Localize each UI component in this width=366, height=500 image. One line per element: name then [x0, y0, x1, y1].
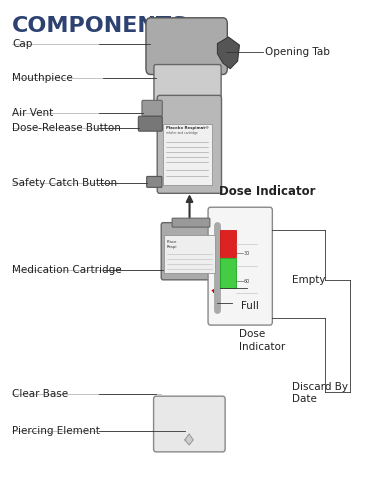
Text: Air Vent: Air Vent [12, 108, 53, 118]
Text: Clear Base: Clear Base [12, 389, 68, 399]
Bar [220, 258, 236, 288]
Text: Dose-Release Button: Dose-Release Button [12, 123, 121, 133]
Text: Piercing Element: Piercing Element [12, 426, 100, 436]
FancyBboxPatch shape [161, 222, 221, 280]
FancyBboxPatch shape [138, 116, 162, 131]
Text: Empty: Empty [292, 275, 325, 285]
Text: Mouthpiece: Mouthpiece [12, 74, 73, 84]
FancyBboxPatch shape [154, 396, 225, 452]
FancyBboxPatch shape [146, 18, 227, 74]
Text: COMPONENTS: COMPONENTS [12, 16, 188, 36]
Polygon shape [217, 37, 239, 68]
Text: Place
Respi: Place Respi [167, 240, 177, 248]
FancyBboxPatch shape [147, 176, 162, 188]
Text: Placebo Respimat®: Placebo Respimat® [166, 126, 209, 130]
FancyBboxPatch shape [157, 96, 221, 194]
FancyBboxPatch shape [142, 100, 162, 116]
Bar [220, 230, 236, 258]
Text: Opening Tab: Opening Tab [265, 47, 330, 57]
Text: Dose
Indicator: Dose Indicator [239, 330, 285, 351]
FancyBboxPatch shape [172, 218, 210, 227]
FancyBboxPatch shape [154, 64, 221, 104]
Text: Dose Indicator: Dose Indicator [219, 185, 316, 198]
Text: Medication Cartridge: Medication Cartridge [12, 265, 122, 275]
FancyBboxPatch shape [163, 124, 212, 186]
Text: Full: Full [241, 301, 259, 311]
FancyBboxPatch shape [164, 234, 215, 273]
Text: Safety Catch Button: Safety Catch Button [12, 178, 117, 188]
Text: Cap: Cap [12, 38, 33, 48]
Text: Discard By
Date: Discard By Date [292, 382, 348, 404]
Polygon shape [185, 434, 193, 445]
Text: 30: 30 [244, 251, 250, 256]
FancyBboxPatch shape [208, 207, 272, 325]
Text: inhaler and cartridge: inhaler and cartridge [166, 130, 198, 134]
Text: 60: 60 [244, 279, 250, 284]
